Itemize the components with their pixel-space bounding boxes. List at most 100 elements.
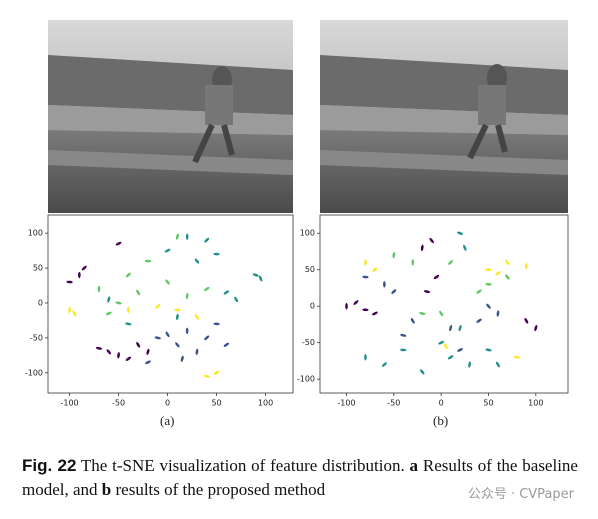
- point: [420, 244, 424, 252]
- point: [107, 296, 111, 303]
- point: [391, 289, 397, 294]
- point: [252, 273, 259, 277]
- point: [223, 342, 230, 347]
- y-tick-label: 100: [28, 229, 43, 238]
- point: [194, 258, 200, 264]
- point: [423, 290, 431, 294]
- point: [443, 343, 448, 350]
- point: [204, 335, 210, 341]
- x-tick-label: 0: [165, 399, 170, 408]
- point: [485, 348, 492, 352]
- panel-label: (a): [160, 413, 175, 428]
- point: [372, 267, 378, 273]
- point: [534, 324, 538, 332]
- point: [381, 362, 387, 367]
- point: [458, 324, 462, 332]
- point: [146, 348, 150, 355]
- point: [72, 310, 77, 317]
- x-tick-label: 0: [439, 399, 444, 408]
- plot-frame: [47, 214, 294, 394]
- point: [505, 274, 510, 280]
- y-tick-label: 0: [310, 302, 315, 311]
- x-tick-label: 50: [211, 399, 221, 408]
- caption-text: The t-SNE visualization of feature distr…: [76, 456, 410, 475]
- point: [180, 355, 184, 362]
- point: [364, 259, 367, 266]
- point: [457, 348, 464, 352]
- point: [204, 237, 210, 243]
- point: [345, 302, 348, 310]
- point: [419, 312, 426, 315]
- point: [495, 271, 501, 276]
- point: [185, 292, 189, 300]
- point: [165, 279, 170, 285]
- point: [127, 306, 130, 314]
- point: [175, 342, 180, 348]
- point: [234, 296, 239, 303]
- point: [447, 355, 454, 360]
- caption-text: Results of the baseline model, and: [22, 456, 578, 499]
- point: [174, 308, 181, 312]
- point: [433, 274, 440, 280]
- point: [115, 241, 122, 246]
- point: [185, 327, 189, 335]
- point: [136, 289, 141, 296]
- point: [194, 314, 200, 320]
- point: [524, 317, 529, 324]
- point: [203, 374, 210, 378]
- point: [364, 354, 367, 361]
- point: [115, 301, 122, 305]
- figure-graphics: -100 -50 0 50 100 100 50 0 -50 -100 -100 -50 0 50 100 1…: [25, 20, 569, 408]
- point: [448, 260, 454, 265]
- point: [400, 333, 407, 337]
- point: [117, 352, 120, 359]
- point: [175, 313, 179, 321]
- point: [195, 348, 199, 355]
- y-tick-label: -50: [302, 338, 315, 347]
- point: [125, 272, 131, 278]
- point: [97, 285, 101, 293]
- point: [362, 308, 369, 312]
- watermark: 公众号 · CVPaper: [465, 483, 576, 502]
- point: [154, 336, 161, 340]
- caption-label: Fig. 22: [22, 456, 77, 475]
- point: [213, 322, 220, 326]
- point: [204, 286, 210, 292]
- point: [258, 275, 263, 282]
- point: [68, 306, 71, 314]
- point: [165, 331, 170, 338]
- point: [495, 361, 500, 368]
- point: [438, 340, 445, 345]
- y-tick-label: -100: [25, 368, 43, 377]
- point: [485, 282, 492, 286]
- x-tick-label: 100: [258, 399, 273, 408]
- point: [410, 317, 415, 324]
- point: [383, 281, 386, 288]
- point: [468, 361, 471, 368]
- point: [400, 348, 407, 352]
- photo-a: [48, 20, 293, 213]
- point: [457, 231, 464, 235]
- point: [155, 304, 161, 309]
- point: [213, 252, 220, 256]
- point: [144, 259, 152, 263]
- y-tick-label: 100: [300, 229, 315, 238]
- panel-label: (b): [433, 413, 449, 428]
- plot-frame: [319, 214, 569, 394]
- y-tick-label: -50: [30, 333, 43, 342]
- point: [392, 251, 396, 259]
- x-tick-label: -50: [112, 399, 125, 408]
- caption-bold: a: [409, 456, 419, 475]
- caption-text: results of the proposed method: [111, 480, 326, 499]
- point: [439, 310, 444, 317]
- point: [485, 268, 492, 272]
- point: [78, 271, 81, 279]
- y-tick-label: 0: [38, 298, 43, 307]
- point: [136, 342, 141, 348]
- point: [66, 280, 73, 284]
- point: [463, 244, 467, 251]
- point: [95, 346, 103, 350]
- x-tick-label: 50: [483, 399, 493, 408]
- caption-bold: b: [101, 480, 112, 499]
